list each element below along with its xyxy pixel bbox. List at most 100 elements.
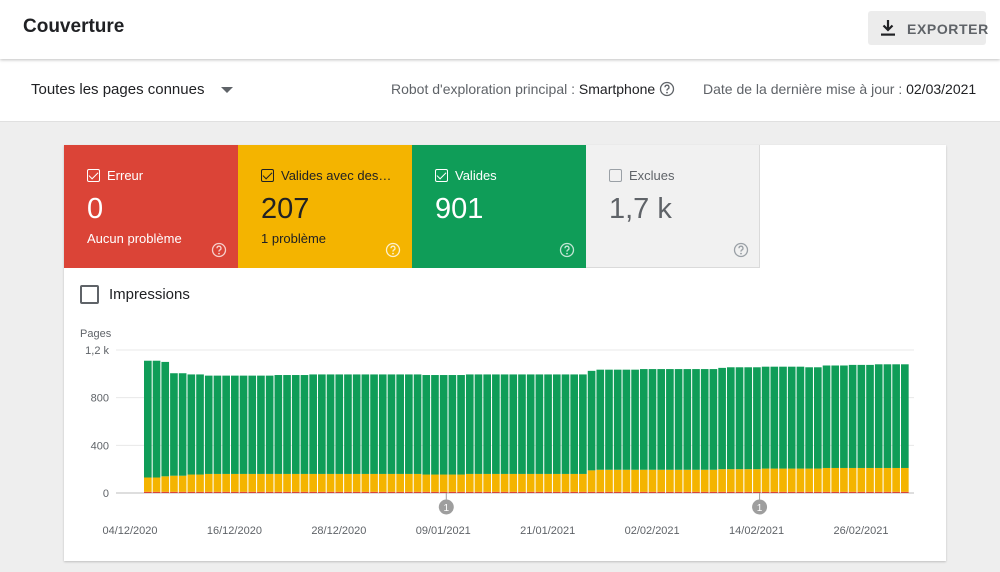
bar-segment [892,364,900,468]
bar-segment [196,491,204,493]
bar-segment [291,375,300,474]
bar-segment [300,491,309,493]
bar-segment [474,374,483,474]
tile-excluded[interactable]: Exclues 1,7 k [586,145,760,268]
bar-segment [605,491,613,493]
crawler-info: Robot d'exploration principal : Smartpho… [391,81,675,97]
pages-select[interactable]: Toutes les pages connues [31,81,233,103]
bar-segment [683,491,692,493]
bar-segment [570,473,579,492]
bar-segment [378,374,387,474]
bar-segment [300,473,309,492]
bar-segment [822,491,831,493]
bar-segment [518,491,526,493]
checkbox-icon[interactable] [435,169,448,182]
bar-segment [170,475,178,492]
bar-segment [822,365,831,468]
bar-segment [518,473,526,492]
bar-segment [596,469,605,492]
bar-segment [770,366,779,469]
bar-segment [457,474,465,492]
bar-segment [648,491,657,493]
bar-segment [883,467,892,492]
tile-value: 901 [435,193,484,225]
bar-segment [518,374,526,474]
bar-segment [204,375,213,474]
tile-error[interactable]: Erreur 0 Aucun problème [64,145,238,268]
y-tick-label: 1,2 k [85,345,109,357]
bar-segment [901,364,909,468]
bar-segment [561,374,570,474]
bar-segment [222,491,230,493]
annotation-label: 1 [444,503,450,514]
bar-segment [570,374,579,474]
bar-segment [718,469,726,492]
x-tick-label: 14/02/2021 [729,525,784,537]
tile-value: 0 [87,193,104,225]
bar-segment [779,468,787,492]
download-icon [881,20,895,36]
bar-segment [544,473,552,492]
export-button[interactable]: EXPORTER [868,11,988,45]
bar-segment [596,491,605,493]
tile-warning[interactable]: Valides avec des avertissements 207 1 pr… [238,145,412,268]
bar-segment [361,491,370,493]
bar-segment [318,374,326,474]
bar-segment [213,491,222,493]
checkbox-icon[interactable] [87,169,100,182]
bar-segment [622,491,631,493]
bar-segment [552,473,561,492]
bar-segment [579,491,587,493]
bar-segment [700,491,709,493]
bar-segment [239,473,248,492]
bar-segment [883,491,892,493]
bar-segment [413,374,422,474]
bar-segment [674,491,683,493]
tile-value: 1,7 k [609,193,672,225]
bar-segment [465,491,474,493]
impressions-label: Impressions [109,286,190,303]
bar-segment [492,473,500,492]
bar-segment [370,491,378,493]
bar-segment [683,369,692,470]
checkbox-icon[interactable] [261,169,274,182]
bar-segment [648,369,657,470]
bar-segment [744,491,753,493]
bar-segment [213,375,222,474]
x-tick-label: 28/12/2020 [311,525,366,537]
bar-segment [492,374,500,474]
checkbox-icon[interactable] [80,285,99,304]
bar-segment [805,367,813,469]
bar-segment [848,364,857,468]
bar-segment [709,469,718,492]
bar-segment [796,491,805,493]
bar-segment [579,374,587,474]
bar-segment [326,473,335,492]
bar-segment [561,491,570,493]
bar-segment [709,369,718,470]
help-icon[interactable] [659,81,675,97]
bar-segment [509,374,518,474]
tile-label: Erreur [107,168,144,183]
checkbox-icon[interactable] [609,169,622,182]
bar-segment [657,369,666,470]
bar-segment [257,491,265,493]
bar-segment [178,491,187,493]
bar-segment [892,491,900,493]
help-icon[interactable] [385,242,401,258]
bar-segment [474,491,483,493]
impressions-toggle[interactable]: Impressions [80,285,190,304]
x-tick-label: 04/12/2020 [102,525,157,537]
tile-valid[interactable]: Valides 901 [412,145,586,268]
bar-segment [753,469,761,492]
help-icon[interactable] [211,242,227,258]
bar-segment [744,469,753,492]
help-icon[interactable] [733,242,749,258]
bar-segment [344,473,352,492]
bar-segment [500,374,509,474]
bar-segment [222,375,230,474]
bar-segment [187,491,196,493]
bar-segment [161,491,170,493]
help-icon[interactable] [559,242,575,258]
bar-segment [170,373,178,476]
